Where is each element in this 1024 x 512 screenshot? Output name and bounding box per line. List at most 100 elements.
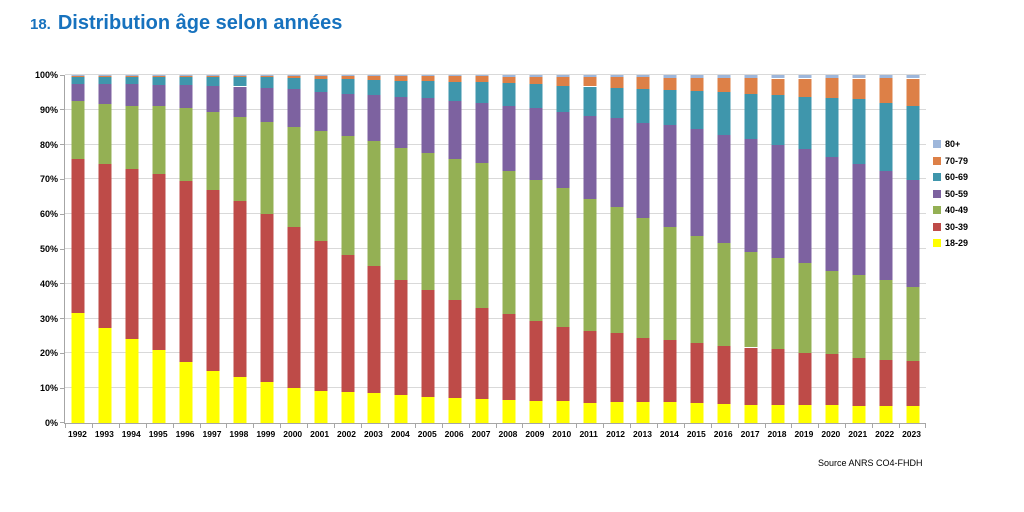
bar-segment-40-49 (71, 101, 85, 159)
stacked-bar (394, 75, 408, 423)
year-label: 2014 (659, 429, 679, 439)
bar-segment-60-69 (636, 89, 650, 124)
year-label: 2023 (902, 429, 921, 439)
bar-segment-80+ (98, 75, 112, 76)
year-label: 2019 (794, 429, 814, 439)
x-axis-tick (145, 423, 147, 428)
bar-segment-80+ (906, 75, 920, 79)
bar-segment-80+ (367, 75, 381, 77)
x-axis-tick (764, 423, 766, 428)
x-axis-tick (199, 423, 201, 428)
bar-segment-40-49 (825, 270, 839, 355)
bar-segment-50-59 (879, 171, 893, 281)
bar-segment-60-69 (287, 77, 301, 90)
bar-segment-18-29 (852, 406, 866, 423)
bar-segment-50-59 (475, 103, 489, 164)
bar-column (791, 75, 818, 423)
y-axis-tick (60, 248, 65, 250)
bar-segment-60-69 (179, 77, 193, 86)
bar-segment-18-29 (260, 382, 274, 423)
y-axis-label: 70% (39, 174, 58, 185)
bar-segment-70-79 (233, 75, 247, 78)
stacked-bar (556, 75, 570, 423)
bar-column (173, 75, 200, 423)
bar-column (361, 75, 388, 423)
x-axis-tick (441, 423, 443, 428)
y-axis-tick (60, 213, 65, 215)
legend-label: 60-69 (945, 172, 969, 183)
bar-segment-70-79 (610, 77, 624, 88)
stacked-bar (690, 75, 704, 423)
bar-column (496, 75, 523, 423)
bar-column (818, 75, 845, 423)
x-axis-tick (845, 423, 847, 428)
bar-segment-50-59 (636, 123, 650, 218)
x-axis-tick (65, 423, 66, 428)
bar-segment-40-49 (287, 126, 301, 228)
stacked-bar (98, 75, 112, 423)
y-axis-label: 0% (44, 418, 58, 428)
gridline (65, 74, 926, 75)
bar-column (469, 75, 496, 423)
y-axis-label: 30% (39, 313, 58, 324)
x-axis-tick (360, 423, 362, 428)
bar-segment-40-49 (152, 106, 166, 175)
bar-segment-60-69 (152, 77, 166, 85)
legend-item: 30-39 (933, 219, 968, 236)
bar-segment-40-49 (233, 116, 247, 201)
bar-segment-50-59 (448, 100, 462, 159)
bar-segment-70-79 (771, 78, 785, 95)
legend-item: 70-79 (933, 153, 968, 170)
y-axis-label: 40% (39, 278, 58, 289)
bar-segment-80+ (71, 75, 85, 76)
bar-segment-70-79 (663, 77, 677, 90)
stacked-bar (798, 75, 812, 423)
bar-segment-70-79 (179, 75, 193, 78)
x-axis-tick (91, 423, 93, 428)
bar-column (226, 75, 253, 423)
bar-segment-18-29 (610, 402, 624, 423)
bar-segment-18-29 (179, 362, 193, 423)
year-label: 2006 (444, 429, 464, 439)
year-label: 2004 (390, 429, 410, 439)
bar-segment-50-59 (152, 84, 166, 107)
bar-segment-60-69 (367, 79, 381, 95)
bar-segment-40-49 (502, 171, 516, 315)
bar-segment-60-69 (71, 77, 85, 84)
bar-segment-70-79 (529, 76, 543, 85)
stacked-bar (636, 75, 650, 423)
gridline (65, 143, 926, 145)
bar-segment-50-59 (287, 89, 301, 127)
bar-segment-40-49 (314, 131, 328, 241)
bar-segment-18-29 (287, 387, 301, 423)
bar-segment-60-69 (125, 77, 139, 85)
bar-segment-30-39 (744, 347, 758, 405)
bar-segment-60-69 (690, 91, 704, 129)
bar-segment-50-59 (71, 83, 85, 102)
legend-label: 18-29 (945, 238, 969, 249)
stacked-bar (502, 75, 516, 423)
bar-segment-80+ (798, 75, 812, 79)
bar-segment-30-39 (287, 227, 301, 388)
gridline (65, 282, 926, 284)
bar-segment-80+ (125, 75, 139, 76)
bar-column (280, 75, 307, 423)
bar-segment-70-79 (502, 76, 516, 84)
bar-segment-40-49 (798, 262, 812, 354)
x-axis-tick (899, 423, 901, 428)
bar-segment-70-79 (152, 75, 166, 78)
x-axis-tick (656, 423, 658, 428)
bar-segment-70-79 (206, 75, 220, 78)
bar-segment-40-49 (636, 217, 650, 339)
bar-segment-80+ (744, 75, 758, 79)
bar-column (307, 75, 334, 423)
year-label: 2017 (740, 429, 760, 439)
bar-column (65, 75, 92, 423)
bar-segment-40-49 (690, 235, 704, 344)
bar-column (576, 75, 603, 423)
bar-segment-40-49 (717, 243, 731, 347)
bar-segment-18-29 (341, 392, 355, 423)
x-axis-tick (307, 423, 309, 428)
bar-segment-18-29 (771, 404, 785, 423)
stacked-bar (125, 75, 139, 423)
